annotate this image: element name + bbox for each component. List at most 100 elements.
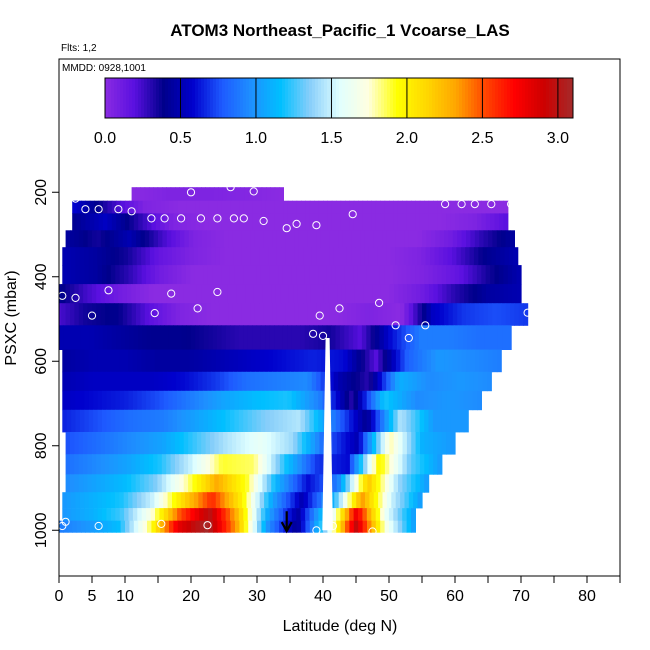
- heatmap-cell: [227, 454, 233, 475]
- marker-arrow: [280, 511, 293, 534]
- heatmap-cell: [459, 213, 465, 231]
- heatmap-cell: [446, 432, 452, 455]
- heatmap-cell: [499, 284, 505, 304]
- heatmap-cell: [113, 432, 119, 455]
- heatmap-cell: [428, 390, 434, 411]
- heatmap-cell: [91, 284, 97, 304]
- heatmap-cell: [478, 247, 484, 266]
- sample-point: [127, 207, 136, 216]
- heatmap-cell: [149, 371, 155, 392]
- heatmap-cell: [284, 432, 290, 455]
- colorbar-swatch: [570, 78, 574, 118]
- heatmap-cell: [360, 247, 366, 266]
- heatmap-cell: [332, 454, 338, 475]
- heatmap-cell: [84, 409, 90, 433]
- heatmap-cell: [334, 303, 339, 326]
- heatmap-cell: [243, 325, 249, 350]
- heatmap-cell: [207, 390, 213, 411]
- colorbar-swatch: [510, 78, 514, 118]
- heatmap-cell: [487, 247, 492, 266]
- heatmap-cell: [314, 454, 320, 475]
- heatmap-cell: [442, 284, 448, 304]
- heatmap-cell: [233, 349, 239, 373]
- heatmap-cell: [390, 371, 396, 392]
- heatmap-cell: [376, 432, 382, 455]
- heatmap-cell: [274, 390, 280, 411]
- heatmap-cell: [345, 432, 351, 455]
- heatmap-cell: [279, 213, 284, 231]
- heatmap-cell: [433, 432, 439, 455]
- heatmap-cell: [158, 492, 164, 509]
- heatmap-cell: [415, 213, 421, 231]
- heatmap-cell: [168, 390, 174, 411]
- heatmap-cell: [255, 247, 260, 266]
- heatmap-cell: [169, 520, 174, 533]
- heatmap-cell: [477, 284, 483, 304]
- colorbar-swatch: [363, 78, 367, 118]
- heatmap-cell: [310, 432, 316, 455]
- heatmap-cell: [131, 474, 137, 493]
- heatmap-cell: [318, 265, 324, 285]
- colorbar-tick-label: 2.0: [396, 130, 418, 147]
- heatmap-cell: [71, 409, 77, 433]
- heatmap-cell: [306, 284, 312, 304]
- colorbar-swatch: [339, 78, 343, 118]
- heatmap-cell: [269, 325, 275, 350]
- heatmap-cell: [119, 508, 125, 522]
- heatmap-cell: [75, 409, 81, 433]
- heatmap-cell: [355, 247, 361, 266]
- heatmap-cell: [398, 284, 404, 304]
- heatmap-cell: [300, 409, 306, 433]
- heatmap-cell: [240, 432, 246, 455]
- heatmap-cell: [367, 520, 372, 533]
- heatmap-cell: [193, 492, 199, 509]
- heatmap-cell: [76, 520, 82, 533]
- heatmap-cell: [133, 213, 139, 231]
- heatmap-cell: [65, 474, 71, 493]
- heatmap-cell: [356, 492, 362, 509]
- heatmap-cell: [309, 409, 315, 433]
- colorbar-swatch: [153, 78, 157, 118]
- heatmap-cell: [177, 508, 183, 522]
- heatmap-cell: [110, 390, 116, 411]
- heatmap-cell: [378, 230, 383, 248]
- heatmap-cell: [349, 474, 355, 493]
- heatmap-cell: [395, 247, 401, 266]
- heatmap-cell: [62, 349, 68, 373]
- dates-annotation: MMDD: 0928,1001: [62, 63, 146, 74]
- heatmap-cell: [503, 213, 509, 231]
- heatmap-cell: [358, 200, 364, 214]
- heatmap-cell: [441, 390, 447, 411]
- heatmap-cell: [185, 265, 191, 285]
- heatmap-cell: [259, 371, 265, 392]
- heatmap-cell: [194, 349, 199, 373]
- heatmap-cell: [386, 230, 392, 248]
- heatmap-cell: [373, 247, 379, 266]
- heatmap-cell: [349, 213, 355, 231]
- heatmap-cell: [375, 520, 381, 533]
- heatmap-cell: [193, 303, 199, 326]
- heatmap-cell: [395, 492, 401, 509]
- heatmap-cell: [380, 508, 386, 522]
- heatmap-cell: [135, 432, 141, 455]
- heatmap-cell: [353, 508, 359, 522]
- heatmap-cell: [188, 303, 194, 326]
- heatmap-cell: [393, 474, 399, 493]
- colorbar-swatch: [564, 78, 568, 118]
- heatmap-cell: [190, 409, 196, 433]
- colorbar-swatch: [420, 78, 424, 118]
- heatmap-cell: [460, 371, 466, 392]
- heatmap-cell: [175, 432, 180, 455]
- heatmap-cell: [88, 247, 94, 266]
- data-gap: [322, 338, 333, 531]
- heatmap-cell: [125, 200, 130, 214]
- heatmap-cell: [202, 247, 208, 266]
- heatmap-cell: [430, 371, 435, 392]
- heatmap-cell: [312, 492, 318, 509]
- heatmap-cell: [166, 284, 172, 304]
- heatmap-cell: [103, 200, 108, 214]
- heatmap-cell: [285, 247, 291, 266]
- heatmap-cell: [413, 230, 419, 248]
- heatmap-cell: [100, 230, 106, 248]
- heatmap-cell: [227, 284, 233, 304]
